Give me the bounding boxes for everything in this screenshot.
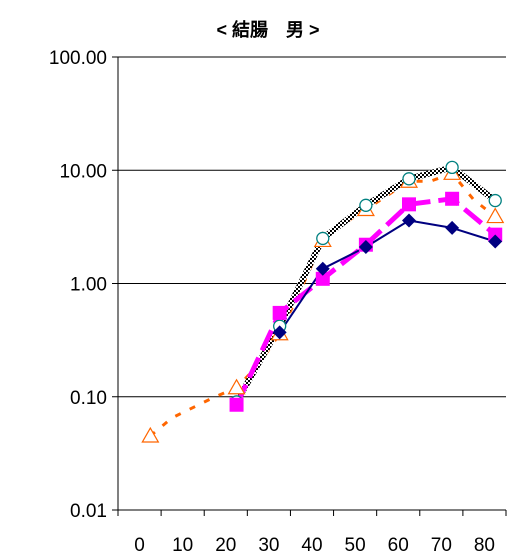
x-tick-label: 10 bbox=[172, 535, 193, 556]
data-point bbox=[359, 198, 373, 212]
x-tick-label: 50 bbox=[345, 535, 366, 556]
data-point bbox=[445, 160, 459, 175]
data-point bbox=[445, 220, 460, 235]
y-tick-label: 100.00 bbox=[49, 48, 107, 69]
y-tick-label: 10.00 bbox=[59, 161, 107, 182]
series-layer bbox=[149, 164, 498, 438]
y-tick-label: 0.01 bbox=[70, 501, 107, 522]
data-point bbox=[315, 261, 330, 276]
x-tick-labels: 0 10 20 30 40 50 60 70 80 bbox=[134, 535, 495, 556]
x-tick-label: 30 bbox=[258, 535, 279, 556]
data-point bbox=[272, 325, 287, 340]
x-tick-label: 0 bbox=[134, 535, 145, 556]
x-tick-label: 60 bbox=[388, 535, 409, 556]
chart-title: < 結腸 男 > bbox=[216, 19, 319, 40]
data-point bbox=[488, 234, 503, 249]
data-point bbox=[229, 397, 244, 412]
data-point bbox=[227, 378, 246, 395]
x-tick-label: 40 bbox=[301, 535, 322, 556]
y-tick-label: 1.00 bbox=[70, 275, 107, 296]
y-tick-labels: 100.00 10.00 1.00 0.10 0.01 bbox=[49, 48, 107, 522]
x-tick-label: 20 bbox=[215, 535, 236, 556]
x-tick-label: 80 bbox=[474, 535, 495, 556]
data-point bbox=[445, 191, 460, 206]
marker-layer bbox=[141, 160, 505, 443]
axis-layer bbox=[112, 56, 507, 516]
data-point bbox=[488, 193, 502, 208]
y-tick-label: 0.10 bbox=[70, 388, 107, 409]
series-line bbox=[278, 219, 496, 333]
data-point bbox=[272, 305, 287, 320]
data-point bbox=[402, 197, 416, 212]
data-point bbox=[358, 240, 373, 255]
data-point bbox=[402, 172, 416, 186]
data-point bbox=[141, 426, 160, 443]
data-point bbox=[315, 271, 330, 286]
x-tick-label: 70 bbox=[431, 535, 452, 556]
data-point bbox=[402, 213, 416, 228]
data-point bbox=[486, 207, 505, 224]
data-point bbox=[316, 231, 330, 246]
